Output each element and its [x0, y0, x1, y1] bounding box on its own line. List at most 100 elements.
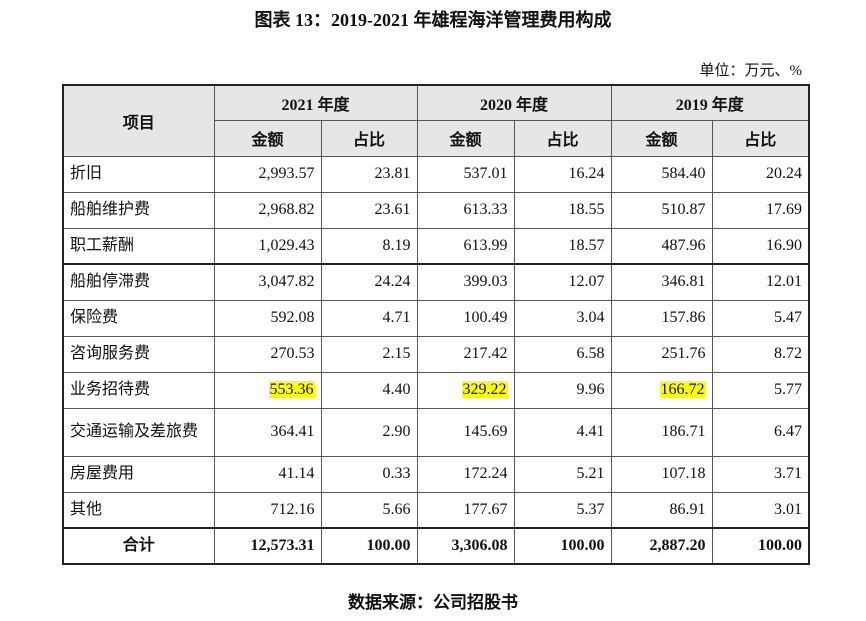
row-label: 业务招待费	[62, 371, 215, 409]
ratio-cell: 24.24	[320, 263, 418, 301]
ratio-cell: 100.00	[320, 527, 418, 565]
ratio-cell: 12.01	[711, 263, 810, 301]
row-label: 其他	[62, 491, 215, 529]
ratio-cell: 16.24	[513, 155, 612, 193]
header-item: 项目	[62, 84, 215, 157]
ratio-cell: 2.15	[320, 335, 418, 373]
amount-cell: 107.18	[610, 455, 713, 493]
amount-cell: 1,029.43	[213, 227, 322, 265]
unit-label: 单位：万元、%	[699, 63, 803, 79]
amount-cell: 86.91	[610, 491, 713, 529]
row-label: 职工薪酬	[62, 227, 215, 265]
ratio-cell: 2.90	[320, 407, 418, 457]
table-row: 折旧 2,993.57 23.81 537.01 16.24 584.40 20.24	[62, 155, 810, 193]
ratio-cell: 6.58	[513, 335, 612, 373]
ratio-cell: 3.01	[711, 491, 810, 529]
ratio-cell: 23.81	[320, 155, 418, 193]
amount-cell: 270.53	[213, 335, 322, 373]
amount-cell: 537.01	[416, 155, 515, 193]
row-label: 船舶维护费	[62, 191, 215, 229]
ratio-cell: 6.47	[711, 407, 810, 457]
ratio-cell: 20.24	[711, 155, 810, 193]
amount-cell: 12,573.31	[213, 527, 322, 565]
amount-cell: 2,993.57	[213, 155, 322, 193]
amount-cell: 145.69	[416, 407, 515, 457]
amount-cell: 217.42	[416, 335, 515, 373]
source-note: 数据来源：公司招股书	[348, 593, 518, 612]
header-year-2019: 2019 年度	[610, 84, 810, 121]
ratio-cell: 9.96	[513, 371, 612, 409]
ratio-cell: 18.55	[513, 191, 612, 229]
header-ratio: 占比	[513, 120, 612, 157]
header-amount: 金额	[213, 120, 322, 157]
amount-cell: 100.49	[416, 299, 515, 337]
ratio-cell: 5.37	[513, 491, 612, 529]
table-row: 船舶维护费 2,968.82 23.61 613.33 18.55 510.87 17.69	[62, 191, 810, 229]
amount-cell: 41.14	[213, 455, 322, 493]
amount-cell: 553.36	[213, 371, 322, 409]
amount-cell: 592.08	[213, 299, 322, 337]
row-label: 船舶停滞费	[62, 263, 215, 301]
amount-cell: 613.99	[416, 227, 515, 265]
ratio-cell: 12.07	[513, 263, 612, 301]
header-amount: 金额	[416, 120, 515, 157]
amount-cell: 186.71	[610, 407, 713, 457]
ratio-cell: 5.47	[711, 299, 810, 337]
header-ratio: 占比	[320, 120, 418, 157]
amount-cell: 157.86	[610, 299, 713, 337]
table-row: 房屋费用 41.14 0.33 172.24 5.21 107.18 3.71	[62, 455, 810, 493]
row-label: 合计	[62, 527, 215, 565]
ratio-cell: 23.61	[320, 191, 418, 229]
amount-cell: 3,306.08	[416, 527, 515, 565]
amount-cell: 712.16	[213, 491, 322, 529]
table-row: 交通运输及差旅费 364.41 2.90 145.69 4.41 186.71 6.47	[62, 407, 810, 457]
ratio-cell: 3.04	[513, 299, 612, 337]
amount-cell: 399.03	[416, 263, 515, 301]
total-row: 合计 12,573.31 100.00 3,306.08 100.00 2,887.20 1…	[62, 527, 810, 565]
row-label: 保险费	[62, 299, 215, 337]
amount-cell: 329.22	[416, 371, 515, 409]
amount-cell: 177.67	[416, 491, 515, 529]
ratio-cell: 8.19	[320, 227, 418, 265]
highlighted-value: 329.22	[461, 381, 508, 398]
ratio-cell: 17.69	[711, 191, 810, 229]
header-year-2020: 2020 年度	[416, 84, 612, 121]
ratio-cell: 5.21	[513, 455, 612, 493]
ratio-cell: 4.41	[513, 407, 612, 457]
ratio-cell: 5.66	[320, 491, 418, 529]
amount-cell: 2,887.20	[610, 527, 713, 565]
header-ratio: 占比	[711, 120, 810, 157]
row-label: 咨询服务费	[62, 335, 215, 373]
row-label: 交通运输及差旅费	[62, 407, 215, 457]
amount-cell: 346.81	[610, 263, 713, 301]
table-row: 咨询服务费 270.53 2.15 217.42 6.58 251.76 8.72	[62, 335, 810, 373]
header-year-2021: 2021 年度	[213, 84, 418, 121]
amount-cell: 613.33	[416, 191, 515, 229]
ratio-cell: 3.71	[711, 455, 810, 493]
highlighted-value: 166.72	[659, 381, 706, 398]
amount-cell: 2,968.82	[213, 191, 322, 229]
amount-cell: 251.76	[610, 335, 713, 373]
table-row: 船舶停滞费 3,047.82 24.24 399.03 12.07 346.81 12.01	[62, 263, 810, 301]
amount-cell: 510.87	[610, 191, 713, 229]
highlighted-value: 553.36	[268, 381, 315, 398]
amount-cell: 584.40	[610, 155, 713, 193]
table-title: 图表 13：2019-2021 年雄程海洋管理费用构成	[254, 10, 612, 30]
amount-cell: 364.41	[213, 407, 322, 457]
expense-table: 项目 2021 年度 2020 年度 2019 年度 金额 占比 金额 占比 金…	[62, 84, 810, 565]
amount-cell: 3,047.82	[213, 263, 322, 301]
ratio-cell: 8.72	[711, 335, 810, 373]
table-row: 业务招待费 553.36 4.40 329.22 9.96 166.72 5.77	[62, 371, 810, 409]
amount-cell: 172.24	[416, 455, 515, 493]
ratio-cell: 4.40	[320, 371, 418, 409]
ratio-cell: 0.33	[320, 455, 418, 493]
ratio-cell: 18.57	[513, 227, 612, 265]
ratio-cell: 16.90	[711, 227, 810, 265]
row-label: 折旧	[62, 155, 215, 193]
ratio-cell: 100.00	[711, 527, 810, 565]
ratio-cell: 4.71	[320, 299, 418, 337]
amount-cell: 166.72	[610, 371, 713, 409]
table-row: 职工薪酬 1,029.43 8.19 613.99 18.57 487.96 16.90	[62, 227, 810, 265]
table-body: 折旧 2,993.57 23.81 537.01 16.24 584.40 20.24 船舶维…	[62, 155, 810, 565]
ratio-cell: 5.77	[711, 371, 810, 409]
